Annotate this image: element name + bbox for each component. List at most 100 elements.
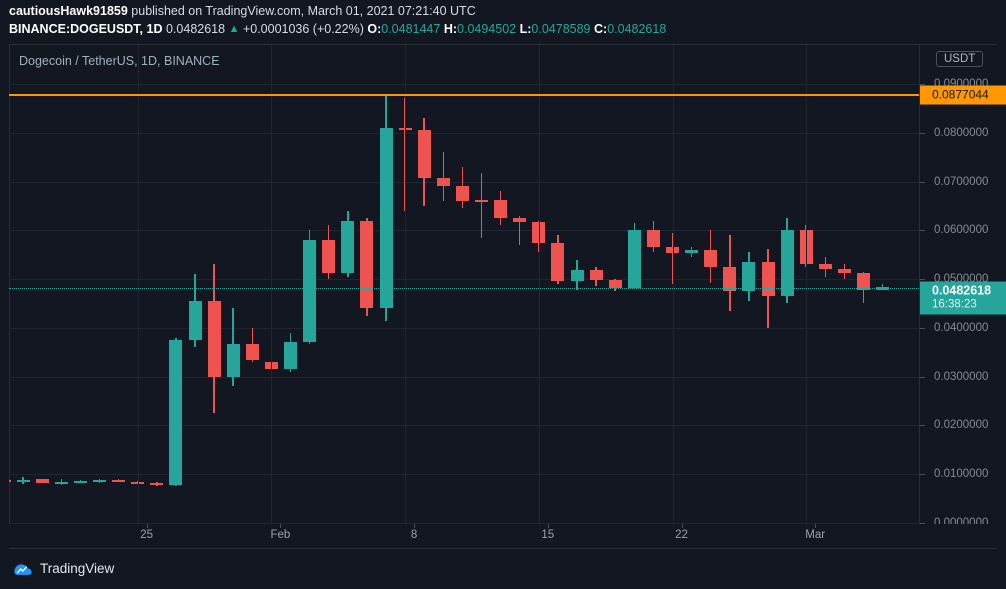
candle-body bbox=[780, 230, 794, 297]
candle-body bbox=[245, 343, 259, 360]
candle-body bbox=[73, 481, 87, 484]
publisher-line: cautiousHawk91859 published on TradingVi… bbox=[9, 4, 476, 18]
low-value: 0.0478589 bbox=[531, 22, 591, 36]
candle-body bbox=[417, 130, 431, 179]
price-tick-label: 0.0200000 bbox=[934, 419, 989, 432]
price-tick-mark bbox=[920, 132, 925, 134]
current-price-badge[interactable]: 0.0482618 16:38:23 bbox=[920, 281, 1006, 315]
price-change: +0.0001036 (+0.22%) bbox=[242, 22, 364, 36]
price-tick-label: 0.0100000 bbox=[934, 468, 989, 481]
price-axis-divider bbox=[919, 45, 920, 524]
candle-body bbox=[169, 339, 183, 485]
candle-body bbox=[360, 220, 374, 309]
candle-body bbox=[876, 287, 890, 290]
vertical-gridline bbox=[271, 45, 273, 524]
bar-countdown-timer: 16:38:23 bbox=[932, 298, 977, 311]
price-tick-mark bbox=[920, 376, 925, 378]
price-tick-label: 0.0700000 bbox=[934, 175, 989, 188]
price-tick-label: 0.0800000 bbox=[934, 126, 989, 139]
horizontal-gridline bbox=[9, 474, 919, 476]
time-tick-label: 22 bbox=[675, 529, 688, 541]
candle-body bbox=[284, 341, 297, 370]
current-price-value: 0.0482618 bbox=[932, 283, 992, 298]
candle-body bbox=[475, 199, 488, 202]
candle-body bbox=[455, 186, 469, 202]
price-tick-mark bbox=[920, 523, 925, 524]
candle-body bbox=[723, 266, 737, 291]
current-price-line bbox=[9, 287, 919, 289]
horizontal-gridline bbox=[9, 132, 919, 134]
horizontal-gridline bbox=[9, 181, 919, 183]
price-tick-label: 0.0400000 bbox=[934, 321, 989, 334]
price-tick-mark bbox=[920, 327, 925, 329]
candle-body bbox=[150, 483, 164, 485]
horizontal-gridline bbox=[9, 230, 919, 232]
low-key: L: bbox=[519, 22, 532, 36]
vertical-gridline bbox=[405, 45, 407, 524]
vertical-gridline bbox=[672, 45, 674, 524]
vertical-gridline bbox=[137, 45, 139, 524]
candle-body bbox=[513, 218, 527, 222]
high-price-badge[interactable]: 0.0877044 bbox=[920, 85, 1006, 105]
price-tick-mark bbox=[920, 279, 925, 281]
candle-body bbox=[226, 343, 240, 377]
candle-body bbox=[551, 242, 565, 281]
currency-pill[interactable]: USDT bbox=[936, 51, 984, 67]
time-tick-mark bbox=[146, 524, 148, 528]
candle-body bbox=[646, 230, 660, 248]
candle-body bbox=[93, 480, 106, 483]
candle-body bbox=[627, 230, 641, 288]
published-text: published on TradingView.com, March 01, … bbox=[131, 4, 476, 18]
time-tick-label: Mar bbox=[805, 529, 826, 541]
candle-body bbox=[54, 481, 68, 484]
candle-body bbox=[494, 200, 508, 219]
chart-legend[interactable]: Dogecoin / TetherUS, 1D, BINANCE bbox=[19, 54, 220, 68]
candle-body bbox=[16, 479, 30, 482]
candle-body bbox=[742, 262, 756, 291]
horizontal-gridline bbox=[9, 279, 919, 281]
horizontal-gridline bbox=[9, 376, 919, 378]
horizontal-gridline bbox=[9, 327, 919, 329]
close-key: C: bbox=[594, 22, 608, 36]
candle-body bbox=[188, 301, 202, 340]
candle-body bbox=[207, 301, 221, 377]
horizontal-gridline bbox=[9, 84, 919, 85]
high-key: H: bbox=[443, 22, 458, 36]
price-tick-label: 0.0600000 bbox=[934, 224, 989, 237]
chart-plot-area[interactable] bbox=[9, 45, 919, 524]
horizontal-gridline bbox=[9, 425, 919, 427]
candle-body bbox=[112, 479, 126, 482]
price-tick-mark bbox=[920, 474, 925, 476]
time-axis[interactable]: 25 Feb 8 15 22 Mar bbox=[9, 524, 997, 548]
price-tick-mark bbox=[920, 181, 925, 183]
candle-body bbox=[837, 269, 851, 274]
time-tick-mark bbox=[280, 524, 282, 528]
candle-body bbox=[341, 220, 355, 274]
candle-body bbox=[685, 249, 699, 254]
tradingview-logo-icon bbox=[14, 564, 32, 575]
candle-body bbox=[35, 479, 49, 483]
time-tick-mark bbox=[681, 524, 683, 528]
candle-body bbox=[9, 480, 11, 483]
time-tick-mark bbox=[547, 524, 549, 528]
vertical-gridline bbox=[538, 45, 540, 524]
time-tick-label: 8 bbox=[410, 529, 418, 541]
candle-body bbox=[570, 269, 584, 281]
quote-line: BINANCE:DOGEUSDT, 1D 0.0482618 ▲ +0.0001… bbox=[9, 22, 666, 36]
candle-wick bbox=[480, 172, 483, 238]
footer-bar: TradingView bbox=[0, 549, 1006, 589]
up-triangle-icon: ▲ bbox=[228, 23, 240, 35]
chart-info-header: cautiousHawk91859 published on TradingVi… bbox=[0, 0, 1006, 42]
candle-body bbox=[704, 249, 718, 267]
time-tick-label: 25 bbox=[140, 529, 154, 541]
price-tick-mark bbox=[920, 84, 925, 85]
candle-body bbox=[303, 240, 317, 342]
candle-wick bbox=[518, 215, 521, 245]
horizontal-gridline bbox=[9, 523, 919, 524]
candle-body bbox=[589, 269, 603, 281]
candle-body bbox=[761, 262, 775, 297]
candle-body bbox=[608, 280, 622, 288]
candle-body bbox=[379, 127, 393, 309]
high-value: 0.0494502 bbox=[457, 22, 517, 36]
